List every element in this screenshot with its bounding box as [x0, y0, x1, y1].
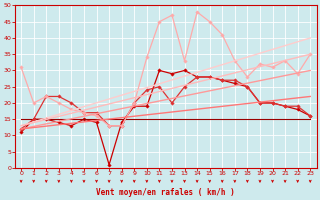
X-axis label: Vent moyen/en rafales ( km/h ): Vent moyen/en rafales ( km/h ) [96, 188, 235, 197]
